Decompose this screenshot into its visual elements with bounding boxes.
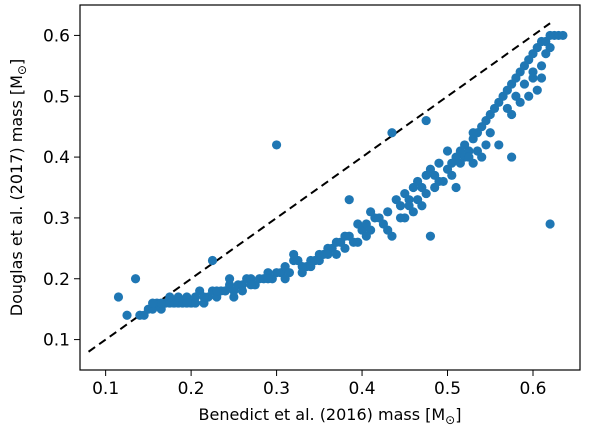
data-point — [182, 298, 192, 308]
data-point — [190, 298, 200, 308]
data-point — [263, 274, 273, 284]
data-point — [165, 292, 175, 302]
data-point — [361, 231, 371, 241]
data-point — [289, 249, 299, 260]
data-point — [271, 140, 282, 150]
y-axis-ticks: 0.1 0.2 0.3 0.4 0.5 0.6 — [43, 26, 80, 351]
data-point — [442, 146, 453, 156]
data-point — [229, 292, 239, 302]
data-points — [113, 30, 568, 320]
data-point — [558, 30, 568, 41]
y-tick-label: 0.6 — [43, 26, 70, 46]
data-point — [485, 128, 495, 138]
x-tick-label: 0.4 — [349, 379, 376, 399]
data-point — [494, 140, 504, 150]
data-point — [481, 140, 491, 150]
plot-frame — [79, 4, 581, 371]
data-point — [438, 176, 448, 187]
x-tick-label: 0.2 — [178, 379, 205, 399]
y-tick-label: 0.3 — [43, 209, 70, 229]
x-axis-ticks: 0.1 0.2 0.3 0.4 0.5 0.6 — [92, 370, 547, 399]
data-point — [447, 170, 457, 180]
data-point — [387, 128, 397, 138]
data-point — [425, 231, 436, 241]
data-point — [306, 261, 316, 272]
data-point — [451, 182, 461, 193]
data-point — [148, 298, 158, 308]
data-point — [353, 237, 363, 247]
data-point — [365, 207, 376, 217]
data-point — [468, 128, 478, 138]
data-point — [395, 213, 406, 223]
data-point — [212, 286, 222, 296]
x-tick-label: 0.3 — [263, 379, 290, 399]
x-axis-label: Benedict et al. (2016) mass [M⊙] — [199, 405, 462, 427]
data-point — [344, 195, 354, 205]
data-point — [524, 91, 534, 101]
data-point — [156, 298, 166, 308]
data-point — [464, 152, 474, 162]
data-point — [130, 274, 141, 284]
data-point — [113, 292, 124, 302]
data-point — [507, 109, 517, 120]
y-tick-label: 0.1 — [43, 331, 70, 351]
data-point — [532, 85, 542, 95]
data-point — [545, 42, 555, 53]
y-tick-label: 0.2 — [43, 270, 70, 290]
data-point — [340, 243, 350, 253]
data-point — [246, 280, 256, 290]
data-point — [430, 182, 440, 193]
data-point — [207, 255, 218, 266]
data-point — [421, 188, 431, 199]
x-tick-label: 0.6 — [519, 379, 546, 399]
plot-area — [79, 4, 581, 371]
data-point — [224, 274, 235, 284]
data-point — [314, 255, 324, 266]
y-tick-label: 0.4 — [43, 148, 70, 168]
data-point — [122, 310, 132, 320]
data-point — [507, 152, 517, 162]
data-point — [173, 292, 183, 302]
data-point — [515, 97, 525, 107]
data-point — [455, 158, 465, 168]
data-point — [545, 219, 555, 229]
data-point — [404, 201, 414, 211]
data-point — [413, 195, 423, 205]
data-point — [280, 274, 290, 284]
data-point — [383, 207, 393, 217]
data-point — [331, 249, 342, 260]
data-point — [472, 146, 483, 156]
x-tick-label: 0.5 — [434, 379, 461, 399]
data-point — [519, 79, 530, 89]
data-point — [378, 219, 389, 229]
data-point — [421, 115, 431, 126]
y-tick-label: 0.5 — [43, 87, 70, 107]
data-point — [536, 61, 547, 71]
data-point — [434, 158, 444, 168]
data-point — [220, 286, 230, 296]
data-point — [395, 201, 406, 211]
data-point — [237, 286, 247, 296]
x-tick-label: 0.1 — [92, 379, 119, 399]
data-point — [323, 249, 333, 260]
data-point — [297, 268, 307, 278]
data-point — [528, 67, 538, 77]
data-point — [536, 73, 547, 83]
y-axis-label: Douglas et al. (2017) mass [M⊙] — [7, 59, 29, 317]
data-point — [199, 292, 209, 302]
